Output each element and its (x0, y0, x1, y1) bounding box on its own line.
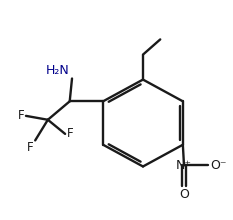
Text: O⁻: O⁻ (210, 159, 226, 172)
Text: F: F (18, 109, 25, 122)
Text: F: F (27, 141, 34, 154)
Text: F: F (66, 127, 73, 140)
Text: H₂N: H₂N (46, 64, 70, 77)
Text: O: O (179, 188, 189, 201)
Text: N⁺: N⁺ (176, 159, 192, 172)
